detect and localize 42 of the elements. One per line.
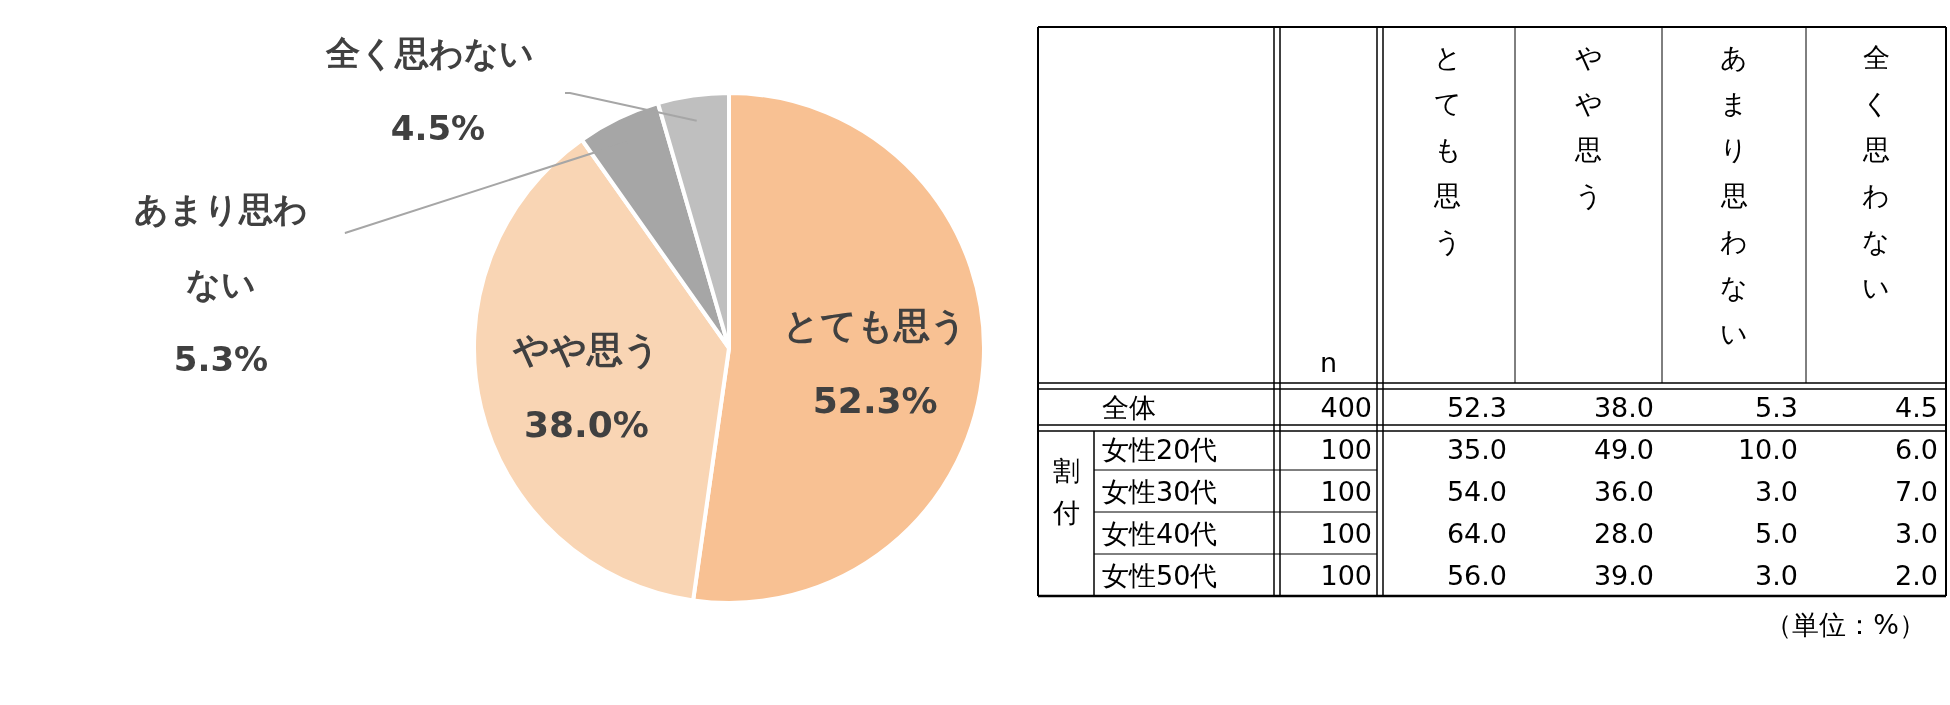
data-label: 28.0 [1593, 518, 1654, 549]
x-tick-label: とても思う [1433, 42, 1462, 257]
data-label: 4.5 [1895, 392, 1938, 423]
data-label: 5.0 [1755, 518, 1798, 549]
data-label: 36.0 [1593, 476, 1654, 507]
x-tick-label: あまり思わない [1719, 42, 1748, 349]
data-label: 400 [1320, 392, 1372, 423]
y-tick-label: 女性20代 [1102, 434, 1218, 465]
y-tick-label: 女性50代 [1102, 560, 1218, 591]
x-tick-label: n [1319, 347, 1338, 378]
data-label: 52.3% [812, 380, 938, 422]
data-label: 4.5% [390, 108, 486, 148]
data-label: 3.0 [1755, 560, 1798, 591]
data-label: 35.0 [1446, 434, 1507, 465]
data-label: 5.3% [173, 339, 269, 379]
data-label: 54.0 [1446, 476, 1507, 507]
data-label: 2.0 [1895, 560, 1938, 591]
data-label: 3.0 [1755, 476, 1798, 507]
data-label: 38.0 [1593, 392, 1654, 423]
y-tick-label: 全体 [1102, 392, 1156, 423]
x-tick-label: やや思う [1574, 42, 1603, 211]
text: 割付 [1051, 455, 1080, 528]
data-label: 7.0 [1895, 476, 1938, 507]
data-label: 56.0 [1446, 560, 1507, 591]
data-label: 5.3 [1755, 392, 1798, 423]
data-label: 100 [1320, 518, 1372, 549]
data-label: 100 [1320, 434, 1372, 465]
data-label: 10.0 [1737, 434, 1798, 465]
y-tick-label: 女性30代 [1102, 476, 1218, 507]
data-label: 38.0% [524, 404, 649, 446]
data-label: 39.0 [1593, 560, 1654, 591]
data-label: 64.0 [1446, 518, 1507, 549]
text: （単位：%） [1765, 609, 1926, 640]
data-label: 100 [1320, 560, 1372, 591]
data-label: 100 [1320, 476, 1372, 507]
data-label: 6.0 [1895, 434, 1938, 465]
data-label: 3.0 [1895, 518, 1938, 549]
y-tick-label: 女性40代 [1102, 518, 1218, 549]
data-label: 49.0 [1593, 434, 1654, 465]
slice-label: とても思う [783, 305, 968, 347]
x-tick-label: 全く思わない [1861, 42, 1890, 303]
data-label: 52.3 [1446, 392, 1507, 423]
